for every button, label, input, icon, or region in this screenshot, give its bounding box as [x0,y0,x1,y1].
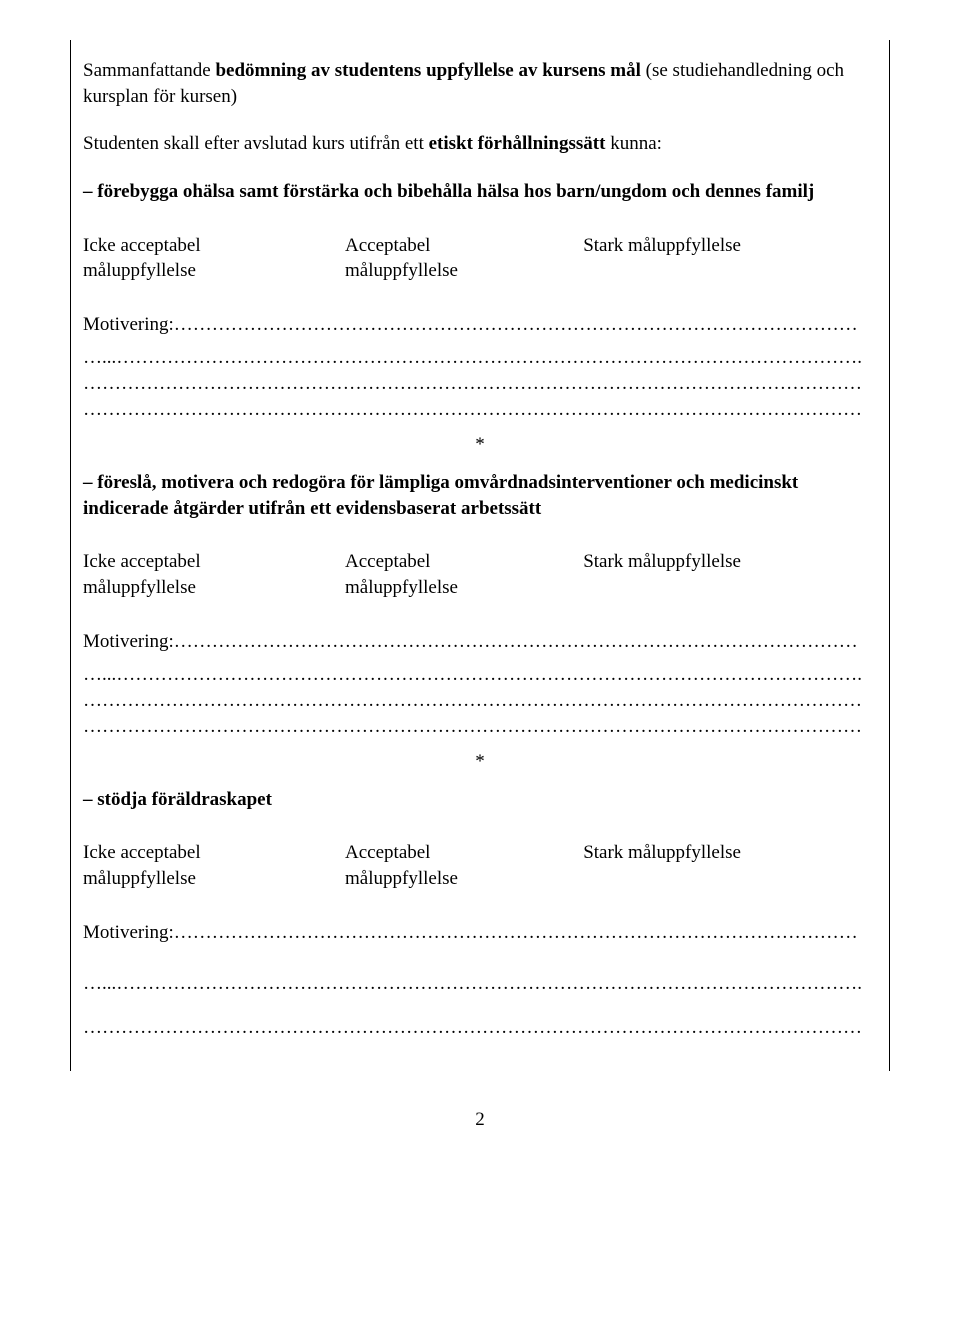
rating-label: Icke acceptabel [83,840,345,866]
rating-col-stark: Stark måluppfyllelse [583,840,877,891]
intro-prefix: Studenten skall efter avslutad kurs utif… [83,133,429,154]
goal-2-text: – föreslå, motivera och redogöra för läm… [83,470,877,521]
title-bold: bedömning av studentens uppfyllelse av k… [215,60,645,81]
rating-label: Acceptabel [345,233,583,259]
rating-col-icke: Icke acceptabel måluppfyllelse [83,840,345,891]
intro-bold: etiskt förhållningssätt [429,133,611,154]
motivation-text: Motivering: [83,631,174,652]
page-number: 2 [70,1107,890,1133]
rating-table-3: Icke acceptabel måluppfyllelse Acceptabe… [83,840,877,891]
motivation-label-1: Motivering:……………………………………………………………………………… [83,312,877,338]
rating-label: Icke acceptabel [83,549,345,575]
rating-label: måluppfyllelse [83,866,345,892]
motivation-text: Motivering: [83,314,174,335]
form-content: Sammanfattande bedömning av studentens u… [70,40,890,1071]
dotted-fill-line: …………………………………………………………………………………………………………… [83,714,877,740]
rating-label: måluppfyllelse [345,575,583,601]
rating-label: Icke acceptabel [83,233,345,259]
rating-col-stark: Stark måluppfyllelse [583,233,877,284]
dotted-fill-line: …………………………………………………………………………………………………………… [83,1015,877,1041]
rating-col-icke: Icke acceptabel måluppfyllelse [83,549,345,600]
rating-label: Acceptabel [345,549,583,575]
separator-asterisk: * [83,432,877,458]
rating-table-1: Icke acceptabel måluppfyllelse Acceptabe… [83,233,877,284]
rating-label: måluppfyllelse [83,258,345,284]
summary-title: Sammanfattande bedömning av studentens u… [83,58,877,109]
dotted-fill-line: …………………………………………………………………………………………………………… [83,397,877,423]
goal-3-text: – stödja föräldraskapet [83,787,877,813]
rating-col-acceptabel: Acceptabel måluppfyllelse [345,840,583,891]
rating-label: måluppfyllelse [345,866,583,892]
intro-line: Studenten skall efter avslutad kurs utif… [83,131,877,157]
rating-col-stark: Stark måluppfyllelse [583,549,877,600]
motivation-label-2: Motivering:……………………………………………………………………………… [83,629,877,655]
rating-col-acceptabel: Acceptabel måluppfyllelse [345,549,583,600]
rating-col-icke: Icke acceptabel måluppfyllelse [83,233,345,284]
title-prefix: Sammanfattande [83,60,215,81]
dotted-fill-line: …………………………………………………………………………………………………………… [83,688,877,714]
rating-table-2: Icke acceptabel måluppfyllelse Acceptabe… [83,549,877,600]
dotted-fill-line: …...………………………………………………………………………………………………… [83,971,877,997]
rating-label: Stark måluppfyllelse [583,840,877,866]
motivation-text: Motivering: [83,922,174,943]
rating-label: Stark måluppfyllelse [583,233,877,259]
dotted-fill-line: …………………………………………………………………………………………………………… [83,371,877,397]
separator-asterisk: * [83,749,877,775]
dotted-fill-line: …...………………………………………………………………………………………………… [83,662,877,688]
dotted-fill-line: …...………………………………………………………………………………………………… [83,345,877,371]
rating-label: måluppfyllelse [345,258,583,284]
rating-label: Stark måluppfyllelse [583,549,877,575]
goal-1-text: – förebygga ohälsa samt förstärka och bi… [83,179,877,205]
rating-col-acceptabel: Acceptabel måluppfyllelse [345,233,583,284]
motivation-label-3: Motivering:……………………………………………………………………………… [83,920,877,946]
rating-label: Acceptabel [345,840,583,866]
intro-suffix: kunna: [610,133,662,154]
rating-label: måluppfyllelse [83,575,345,601]
